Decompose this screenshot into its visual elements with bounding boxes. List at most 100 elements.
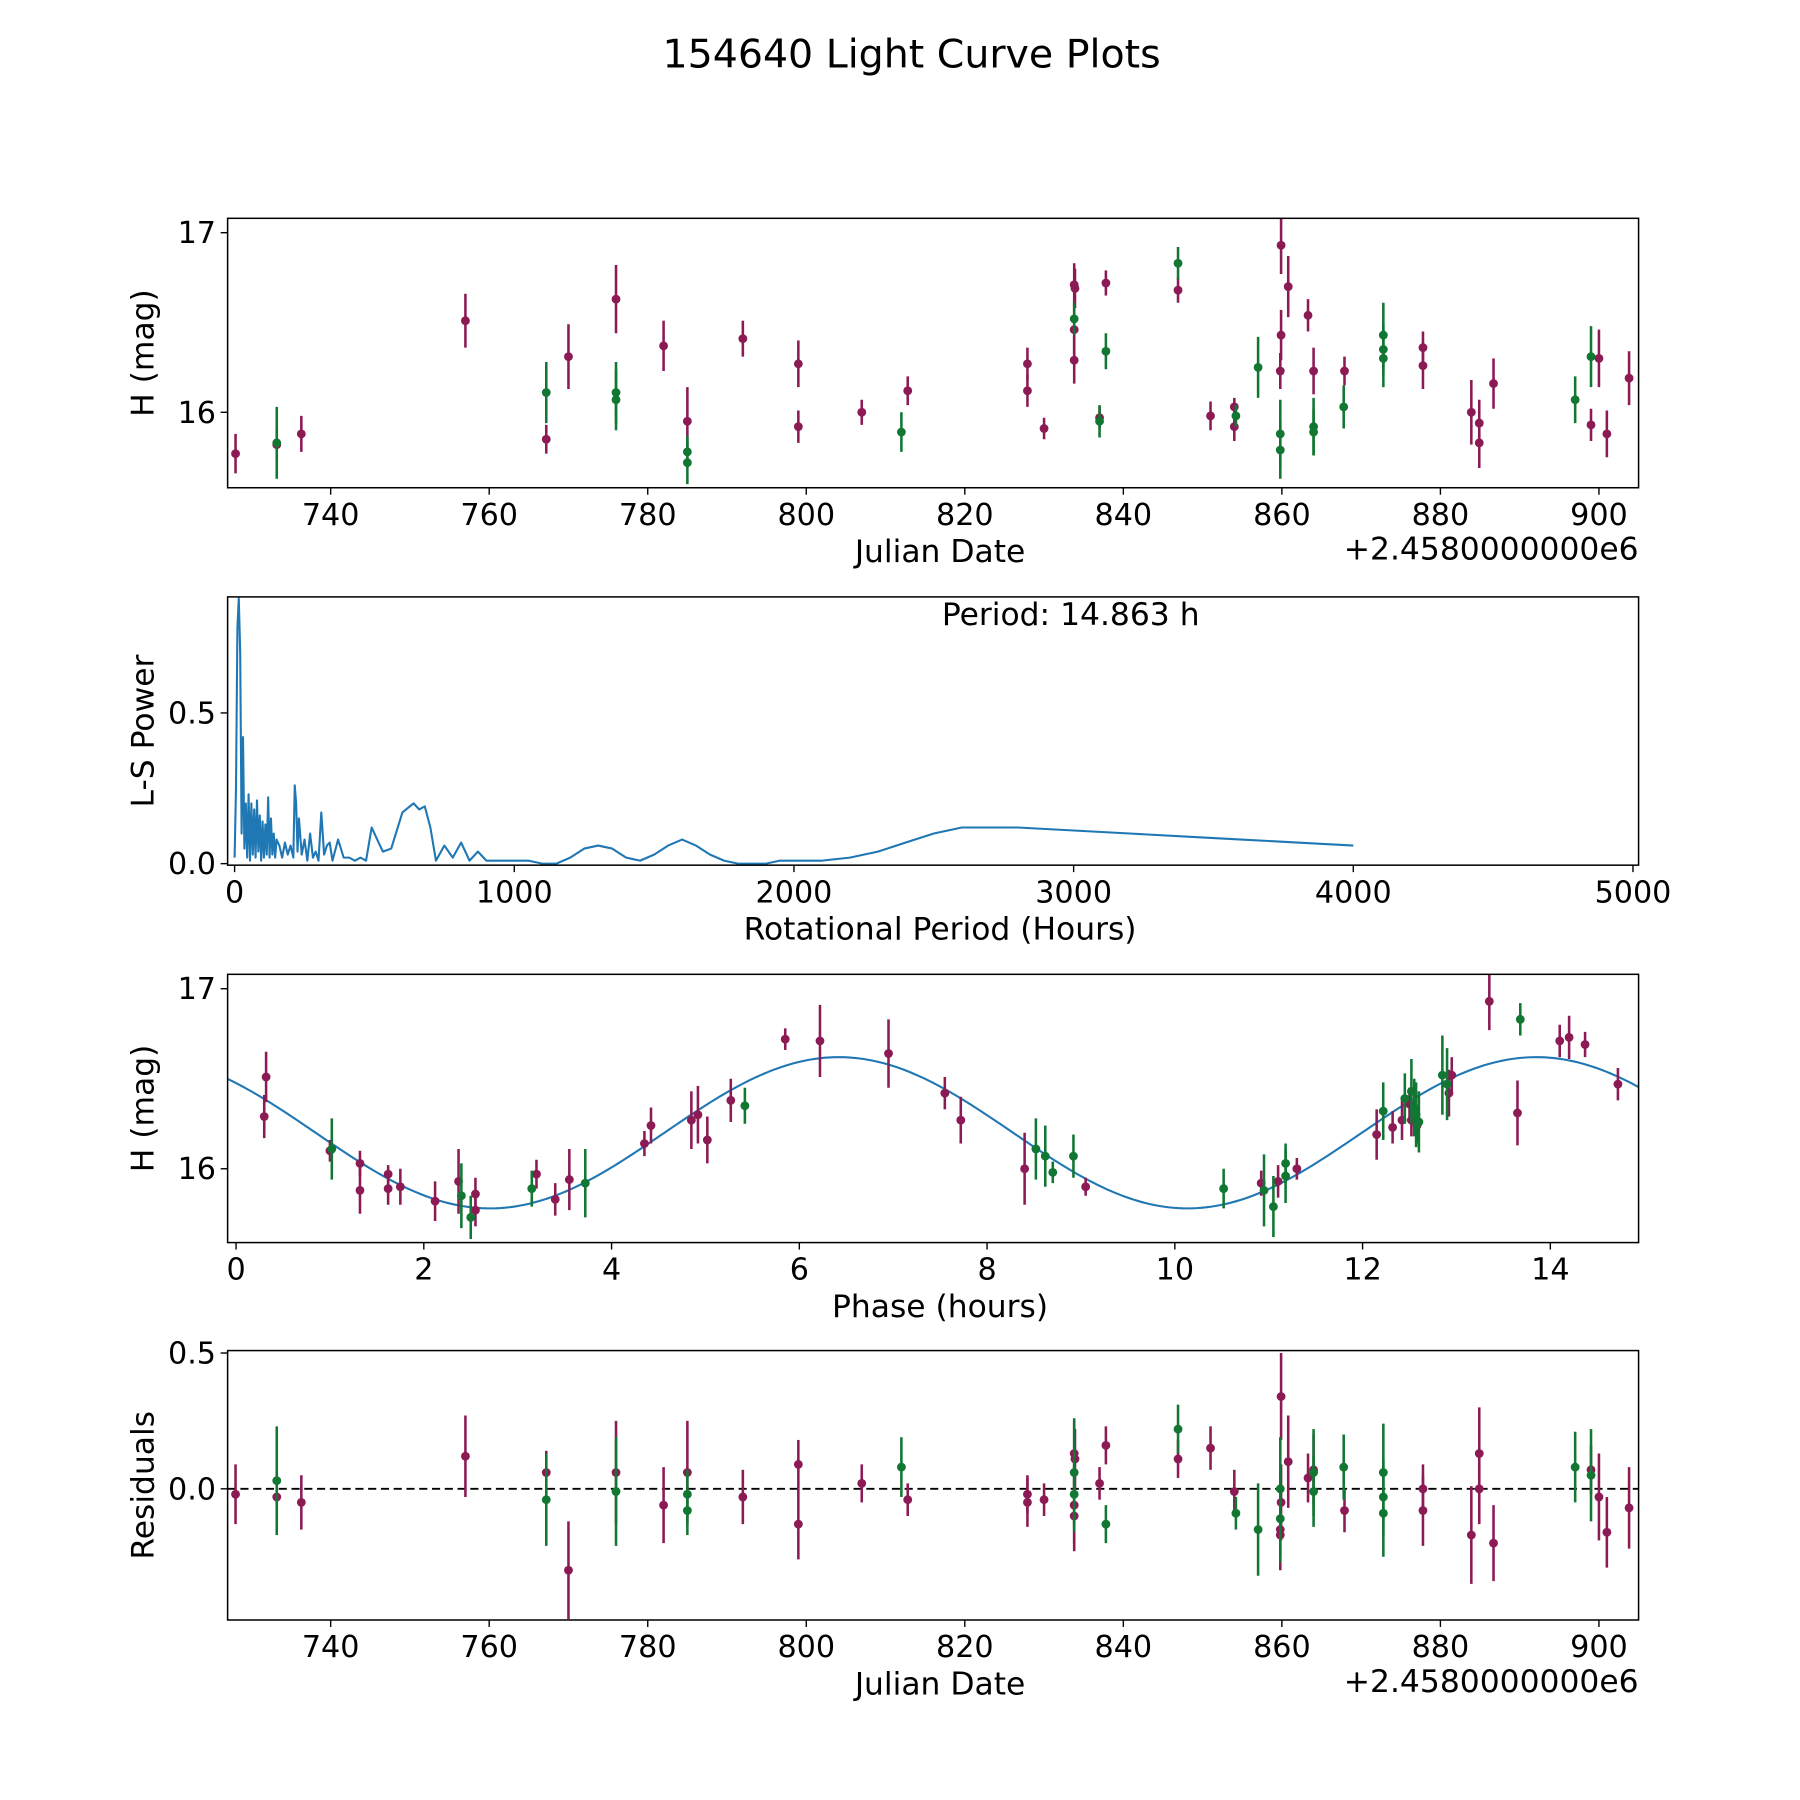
data-point xyxy=(355,1185,365,1195)
y-tick-label: 17 xyxy=(178,216,216,251)
data-point xyxy=(1069,355,1079,365)
data-point xyxy=(1378,1106,1388,1116)
data-point xyxy=(231,1489,240,1499)
data-point xyxy=(1442,1079,1452,1089)
data-point xyxy=(1570,395,1580,405)
data-point xyxy=(272,438,282,448)
data-point xyxy=(1268,1202,1278,1211)
data-point xyxy=(296,429,306,439)
data-point xyxy=(272,1476,282,1486)
y-tick-label: 0.5 xyxy=(168,696,216,731)
data-point xyxy=(1564,1032,1574,1042)
data-point xyxy=(395,1182,405,1192)
y-tick-label: 16 xyxy=(178,396,216,431)
data-point xyxy=(1101,278,1111,288)
data-point xyxy=(1513,1108,1522,1118)
x-tick-label: 840 xyxy=(1095,1630,1153,1665)
y-axis-label: H (mag) xyxy=(125,289,161,417)
data-point xyxy=(1231,411,1241,421)
data-point xyxy=(1594,1492,1604,1502)
data-point xyxy=(1253,362,1263,372)
x-tick-label: 10 xyxy=(1156,1253,1194,1288)
axes-frame xyxy=(226,217,1640,489)
data-point xyxy=(693,1110,703,1120)
data-point xyxy=(1283,282,1293,291)
data-point xyxy=(1069,1151,1078,1161)
data-point xyxy=(430,1196,440,1206)
data-point xyxy=(1173,1454,1183,1464)
data-point xyxy=(1229,402,1239,412)
data-point xyxy=(1309,427,1318,437)
x-tick-label: 860 xyxy=(1253,498,1311,533)
figure-title: 154640 Light Curve Plots xyxy=(663,31,1161,77)
data-point xyxy=(1023,359,1032,369)
data-point xyxy=(1340,1506,1349,1515)
x-tick-label: 900 xyxy=(1570,1630,1628,1665)
model-fit-line xyxy=(227,1056,1639,1210)
data-point xyxy=(857,1478,867,1488)
data-point xyxy=(231,449,240,459)
period-annotation: Period: 14.863 h xyxy=(942,597,1200,633)
x-tick-label: 1000 xyxy=(476,875,553,910)
lightcurve-panel: 740 760 780 800 820 840 860 880 900 16 17 Julian Da… xyxy=(125,216,1640,570)
data-point xyxy=(1101,1440,1111,1450)
data-point xyxy=(1586,1470,1596,1480)
data-point xyxy=(780,1034,790,1044)
data-point xyxy=(793,1459,803,1469)
data-point xyxy=(738,1492,748,1502)
data-point xyxy=(383,1184,393,1193)
data-point xyxy=(1275,1514,1285,1524)
data-point xyxy=(1400,1094,1410,1103)
y-axis-label: L-S Power xyxy=(125,655,161,808)
data-point xyxy=(1378,1508,1388,1518)
data-point xyxy=(1580,1040,1590,1049)
data-point xyxy=(1020,1164,1030,1174)
data-point xyxy=(1624,373,1634,383)
data-point xyxy=(1219,1184,1229,1193)
data-point xyxy=(527,1184,537,1193)
x-tick-label: 8 xyxy=(977,1253,996,1288)
data-point xyxy=(1101,1519,1111,1529)
data-point xyxy=(793,422,803,432)
data-point xyxy=(1283,1457,1293,1467)
x-tick-label: 780 xyxy=(619,498,677,533)
data-point xyxy=(1229,1487,1239,1496)
data-point xyxy=(1273,1176,1283,1186)
data-point xyxy=(1048,1167,1058,1177)
axes-frame xyxy=(226,596,1640,866)
x-tick-label: 860 xyxy=(1253,1630,1311,1665)
data-point xyxy=(296,1497,306,1507)
data-point xyxy=(1069,314,1079,324)
data-point xyxy=(1414,1117,1424,1127)
x-tick-label: 760 xyxy=(460,498,518,533)
data-point xyxy=(611,294,621,304)
data-point xyxy=(956,1115,966,1125)
data-point xyxy=(1474,1449,1484,1458)
x-tick-label: 3000 xyxy=(1035,875,1112,910)
data-point xyxy=(1474,438,1484,448)
x-axis-label: Rotational Period (Hours) xyxy=(744,911,1137,947)
x-tick-label: 2 xyxy=(414,1253,433,1288)
data-point xyxy=(1276,1392,1286,1401)
data-point xyxy=(896,1462,906,1472)
y-tick-label: 0.5 xyxy=(168,1336,216,1371)
data-point xyxy=(659,1500,668,1510)
data-point xyxy=(1586,420,1596,430)
x-tick-label: 4000 xyxy=(1315,875,1392,910)
x-tick-label: 820 xyxy=(936,498,994,533)
data-point xyxy=(1276,330,1286,340)
y-tick-label: 17 xyxy=(178,972,216,1007)
data-point xyxy=(261,1072,271,1082)
data-point xyxy=(1173,1424,1183,1434)
data-point xyxy=(461,1451,470,1461)
data-point xyxy=(564,1175,574,1184)
data-point xyxy=(682,416,692,426)
x-tick-label: 4 xyxy=(602,1253,621,1288)
data-point xyxy=(1040,1151,1050,1161)
plot-area xyxy=(233,597,1354,865)
data-point xyxy=(1023,1497,1032,1507)
data-point xyxy=(1378,354,1388,363)
data-point xyxy=(682,1506,692,1515)
data-point xyxy=(1292,1164,1302,1174)
data-point xyxy=(686,1115,696,1125)
